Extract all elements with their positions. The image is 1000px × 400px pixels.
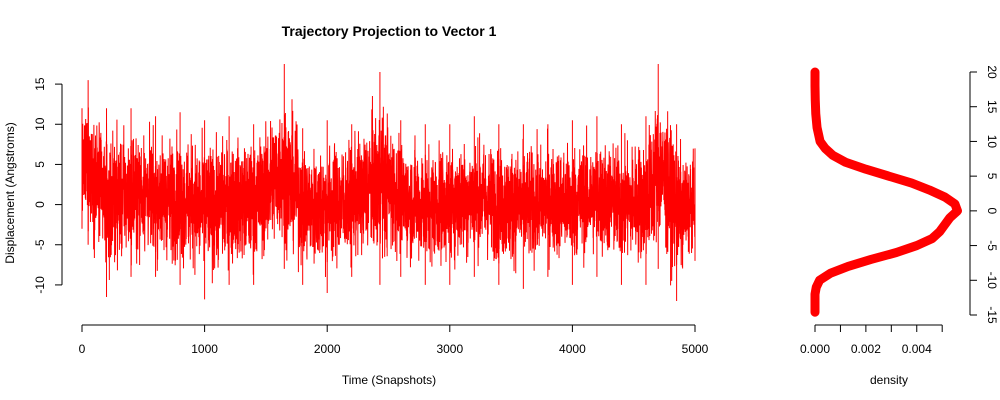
density-y-tick-label: 0 xyxy=(985,208,999,215)
x-tick-label: 5000 xyxy=(682,342,709,356)
trajectory-line xyxy=(81,95,696,286)
density-y-tick-label: 5 xyxy=(985,173,999,180)
x-axis: 0 1000 2000 3000 4000 5000 xyxy=(79,324,709,356)
density-x-tick-label: 0.002 xyxy=(851,342,881,356)
density-x-tick-label: 0.000 xyxy=(800,342,830,356)
x-tick-label: 1000 xyxy=(191,342,218,356)
x-tick-label: 4000 xyxy=(559,342,586,356)
x-axis-label: Time (Snapshots) xyxy=(342,373,436,387)
density-x-tick-label: 0.004 xyxy=(902,342,932,356)
y-tick-label: -5 xyxy=(33,239,47,250)
density-y-tick-label: 20 xyxy=(985,65,999,79)
y-tick-label: 0 xyxy=(33,201,47,208)
trajectory-plot: Trajectory Projection to Vector 1 -10 -5 0… xyxy=(3,23,709,387)
y-tick-label: 10 xyxy=(33,117,47,131)
density-y-axis: -15 -10 -5 0 5 10 15 20 xyxy=(969,65,999,324)
chart-title: Trajectory Projection to Vector 1 xyxy=(282,23,497,39)
trajectory-series xyxy=(81,64,696,301)
density-y-tick-label: -10 xyxy=(985,272,999,290)
y-axis: -10 -5 0 5 10 15 xyxy=(33,77,63,294)
x-tick-label: 2000 xyxy=(314,342,341,356)
x-tick-label: 0 xyxy=(79,342,86,356)
density-y-tick-label: 10 xyxy=(985,135,999,149)
density-series xyxy=(810,67,962,317)
y-tick-label: -10 xyxy=(33,276,47,294)
density-y-tick-label: 15 xyxy=(985,100,999,114)
density-y-tick-label: -5 xyxy=(985,240,999,251)
density-x-axis: 0.000 0.002 0.004 xyxy=(800,324,943,356)
x-tick-label: 3000 xyxy=(436,342,463,356)
y-tick-label: 5 xyxy=(33,161,47,168)
density-curve-line xyxy=(810,67,962,317)
density-x-axis-label: density xyxy=(870,373,908,387)
density-y-tick-label: -15 xyxy=(985,306,999,324)
y-tick-label: 15 xyxy=(33,77,47,91)
y-axis-label: Displacement (Angstroms) xyxy=(3,122,17,263)
density-plot: 0.000 0.002 0.004 -15 -10 -5 0 5 10 15 20 density xyxy=(800,65,999,387)
